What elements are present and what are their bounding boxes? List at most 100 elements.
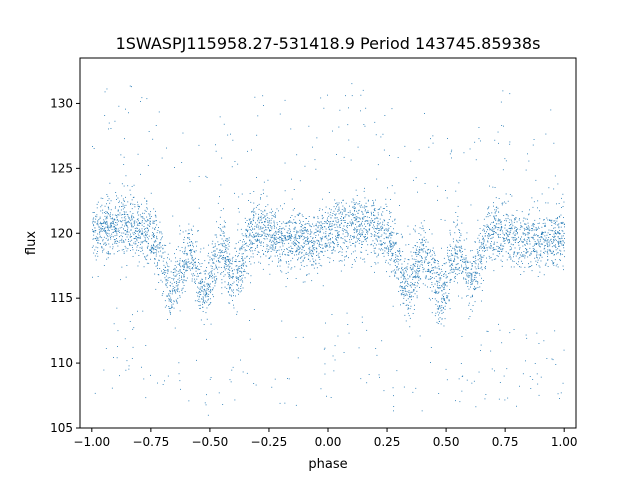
data-point [540, 376, 542, 378]
data-point [473, 288, 474, 290]
data-point [431, 290, 433, 292]
data-point [93, 252, 95, 254]
data-point [202, 281, 204, 283]
data-point [154, 273, 156, 275]
data-point [195, 257, 196, 259]
data-point [204, 286, 206, 287]
data-point [521, 240, 523, 242]
data-point [352, 243, 353, 244]
data-point [509, 256, 511, 258]
data-point [325, 222, 327, 224]
data-point [388, 227, 390, 229]
data-point [266, 195, 268, 197]
data-point [253, 234, 255, 236]
data-point [478, 127, 480, 128]
data-point [184, 291, 186, 292]
data-point [444, 219, 446, 221]
data-point [434, 267, 436, 269]
data-point [405, 267, 407, 269]
data-point [509, 228, 511, 229]
data-point [251, 236, 253, 237]
data-point [554, 245, 556, 247]
data-point [216, 260, 217, 262]
data-point [95, 238, 97, 240]
data-point [482, 242, 484, 244]
data-point [501, 226, 503, 228]
data-point [235, 261, 237, 263]
data-point [280, 260, 282, 262]
data-point [427, 252, 429, 254]
data-point [270, 222, 272, 224]
data-point [496, 206, 498, 208]
data-point [429, 287, 431, 288]
data-point [124, 219, 126, 221]
data-point [367, 231, 369, 233]
data-point [443, 276, 445, 277]
data-point [377, 255, 379, 256]
data-point [266, 244, 268, 246]
data-point [262, 227, 264, 229]
data-point [209, 274, 211, 276]
data-point [482, 238, 483, 240]
data-point [395, 243, 396, 245]
data-point [454, 255, 456, 257]
data-point [133, 220, 135, 222]
data-point [113, 229, 115, 230]
data-point [238, 241, 239, 243]
data-point [418, 276, 420, 277]
data-point [102, 222, 104, 224]
data-point [179, 262, 181, 264]
data-point [171, 278, 173, 279]
data-point [456, 253, 458, 254]
data-point [230, 287, 231, 289]
data-point [325, 228, 327, 230]
data-point [559, 240, 561, 242]
data-point [153, 223, 155, 224]
data-point [561, 230, 563, 232]
data-point [471, 278, 473, 280]
data-point [411, 284, 413, 286]
data-point [336, 234, 338, 236]
data-point [163, 291, 164, 292]
data-point [205, 175, 207, 177]
data-point [361, 232, 363, 234]
data-point [346, 230, 348, 232]
data-point [561, 235, 563, 237]
data-point [550, 229, 552, 231]
data-point [268, 220, 270, 222]
data-point [501, 251, 503, 252]
data-point [137, 227, 138, 229]
data-point [412, 263, 414, 265]
data-point [481, 256, 482, 258]
data-point [187, 237, 189, 239]
data-point [511, 219, 512, 221]
data-point [185, 259, 187, 261]
data-point [294, 266, 296, 268]
data-point [261, 234, 263, 235]
data-point [327, 245, 328, 247]
data-point [240, 265, 242, 267]
data-point [206, 301, 208, 303]
data-point [390, 233, 392, 235]
data-point [489, 229, 491, 231]
data-point [471, 250, 473, 251]
data-point [378, 230, 380, 231]
data-point [164, 266, 166, 268]
data-point [189, 252, 191, 254]
data-point [480, 260, 482, 262]
data-point [260, 219, 262, 221]
data-point [296, 239, 297, 241]
data-point [244, 235, 246, 237]
data-point [141, 232, 143, 234]
data-point [152, 249, 154, 251]
data-point [474, 274, 476, 276]
data-point [395, 256, 396, 258]
data-point [456, 224, 458, 226]
data-point [377, 212, 379, 214]
data-point [288, 221, 290, 223]
data-point [424, 232, 426, 234]
data-point [557, 232, 559, 234]
data-point [177, 297, 179, 299]
data-point [549, 234, 551, 235]
data-point [298, 242, 299, 243]
